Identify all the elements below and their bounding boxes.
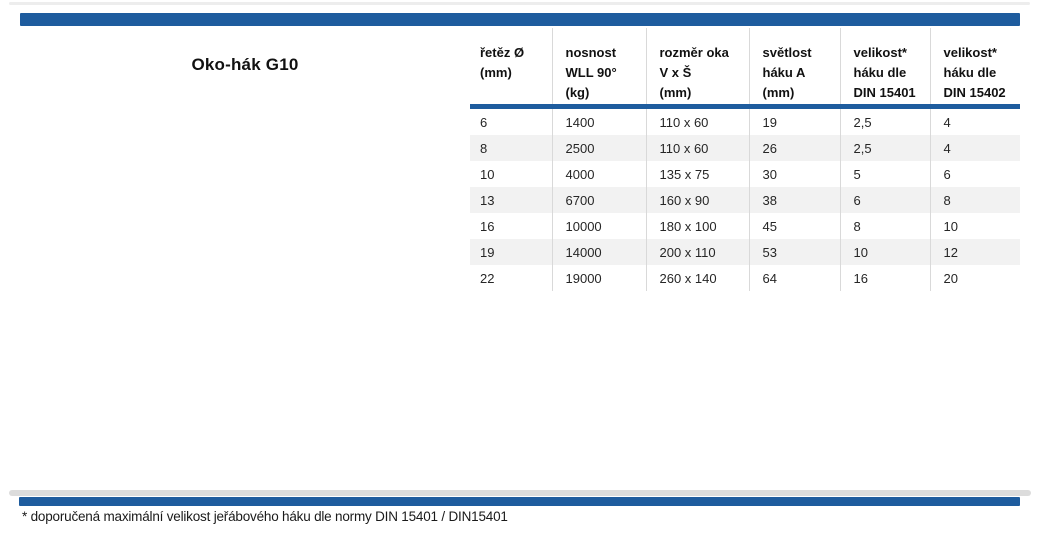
table-cell: 110 x 60 bbox=[645, 106, 749, 135]
table-cell: 200 x 110 bbox=[645, 239, 749, 265]
table-cell: 8 bbox=[470, 135, 552, 161]
table-cell: 10 bbox=[929, 213, 1020, 239]
table-cell: 38 bbox=[748, 187, 840, 213]
column-header-hook-size-din15401: velikost* háku dle DIN 15401 bbox=[839, 28, 930, 109]
table-cell: 8 bbox=[929, 187, 1020, 213]
table-cell: 4 bbox=[929, 106, 1020, 135]
table-cell: 10 bbox=[480, 166, 495, 182]
table-cell: 180 x 100 bbox=[645, 213, 749, 239]
table-cell: 19 bbox=[748, 106, 840, 135]
table-cell: 19 bbox=[470, 239, 552, 265]
table-cell: 110 x 60 bbox=[645, 135, 749, 161]
table-cell: 160 x 90 bbox=[645, 187, 749, 213]
table-cell: 10000 bbox=[551, 213, 646, 239]
table-cell: 2,5 bbox=[839, 106, 930, 135]
table-header-row: řetěz Ø (mm) nosnost WLL 90° (kg) rozměr… bbox=[470, 28, 1020, 109]
column-header-eye-size: rozměr oka V x Š (mm) bbox=[645, 28, 749, 109]
table-cell: 19000 bbox=[551, 265, 646, 291]
top-edge-line bbox=[9, 2, 1030, 5]
table-row: 6 1400 110 x 60 19 2,5 4 bbox=[470, 106, 1020, 135]
table-cell: 20 bbox=[929, 265, 1020, 291]
footnote: * doporučená maximální velikost jeřábové… bbox=[22, 509, 508, 524]
table-cell: 6 bbox=[839, 187, 930, 213]
table-cell: 260 x 140 bbox=[645, 265, 749, 291]
table-cell: 2,5 bbox=[839, 135, 930, 161]
table-cell: 6 bbox=[480, 114, 488, 130]
table-header: řetěz Ø (mm) nosnost WLL 90° (kg) rozměr… bbox=[470, 28, 1020, 109]
table-cell: 5 bbox=[839, 161, 930, 187]
table-cell: 45 bbox=[748, 213, 840, 239]
table-cell: 53 bbox=[748, 239, 840, 265]
table-cell: 8 bbox=[839, 213, 930, 239]
table-cell: 14000 bbox=[551, 239, 646, 265]
table-row: 22 19000 260 x 140 64 16 20 bbox=[470, 265, 1020, 291]
page-title: Oko-hák G10 bbox=[191, 55, 299, 74]
table-row: 8 2500 110 x 60 26 2,5 4 bbox=[470, 135, 1020, 161]
column-header-hook-size-din15402: velikost* háku dle DIN 15402 bbox=[929, 28, 1020, 109]
top-divider-bar bbox=[20, 13, 1020, 26]
table-cell: 26 bbox=[748, 135, 840, 161]
table-cell: 4 bbox=[929, 135, 1020, 161]
table-cell: 2500 bbox=[551, 135, 646, 161]
table-row: 16 10000 180 x 100 45 8 10 bbox=[470, 213, 1020, 239]
table-cell: 1400 bbox=[551, 106, 646, 135]
column-header-chain-diameter: řetěz Ø (mm) bbox=[470, 28, 552, 109]
table-cell: 6700 bbox=[551, 187, 646, 213]
table-cell: 30 bbox=[748, 161, 840, 187]
column-header-hook-clearance: světlost háku A (mm) bbox=[748, 28, 840, 109]
bottom-divider-bar bbox=[19, 497, 1020, 506]
table-row: 10 4000 135 x 75 30 5 6 bbox=[470, 161, 1020, 187]
table-body: 6 1400 110 x 60 19 2,5 4 8 2500 110 x 60 26 2,5 4 10… bbox=[470, 106, 1020, 291]
table-cell: 6 bbox=[929, 161, 1020, 187]
table-cell: 13 bbox=[470, 187, 552, 213]
table-cell: 4000 bbox=[551, 161, 646, 187]
table-cell: 64 bbox=[748, 265, 840, 291]
table-cell: 16 bbox=[480, 218, 495, 234]
spec-table: řetěz Ø (mm) nosnost WLL 90° (kg) rozměr… bbox=[470, 28, 1020, 291]
table-row: 19 14000 200 x 110 53 10 12 bbox=[470, 239, 1020, 265]
table-cell: 22 bbox=[480, 270, 495, 286]
table-cell: 12 bbox=[929, 239, 1020, 265]
column-header-wll: nosnost WLL 90° (kg) bbox=[551, 28, 646, 109]
bottom-edge-strip bbox=[9, 490, 1031, 496]
table-row: 13 6700 160 x 90 38 6 8 bbox=[470, 187, 1020, 213]
table-cell: 135 x 75 bbox=[645, 161, 749, 187]
table-cell: 16 bbox=[839, 265, 930, 291]
table-cell: 10 bbox=[839, 239, 930, 265]
